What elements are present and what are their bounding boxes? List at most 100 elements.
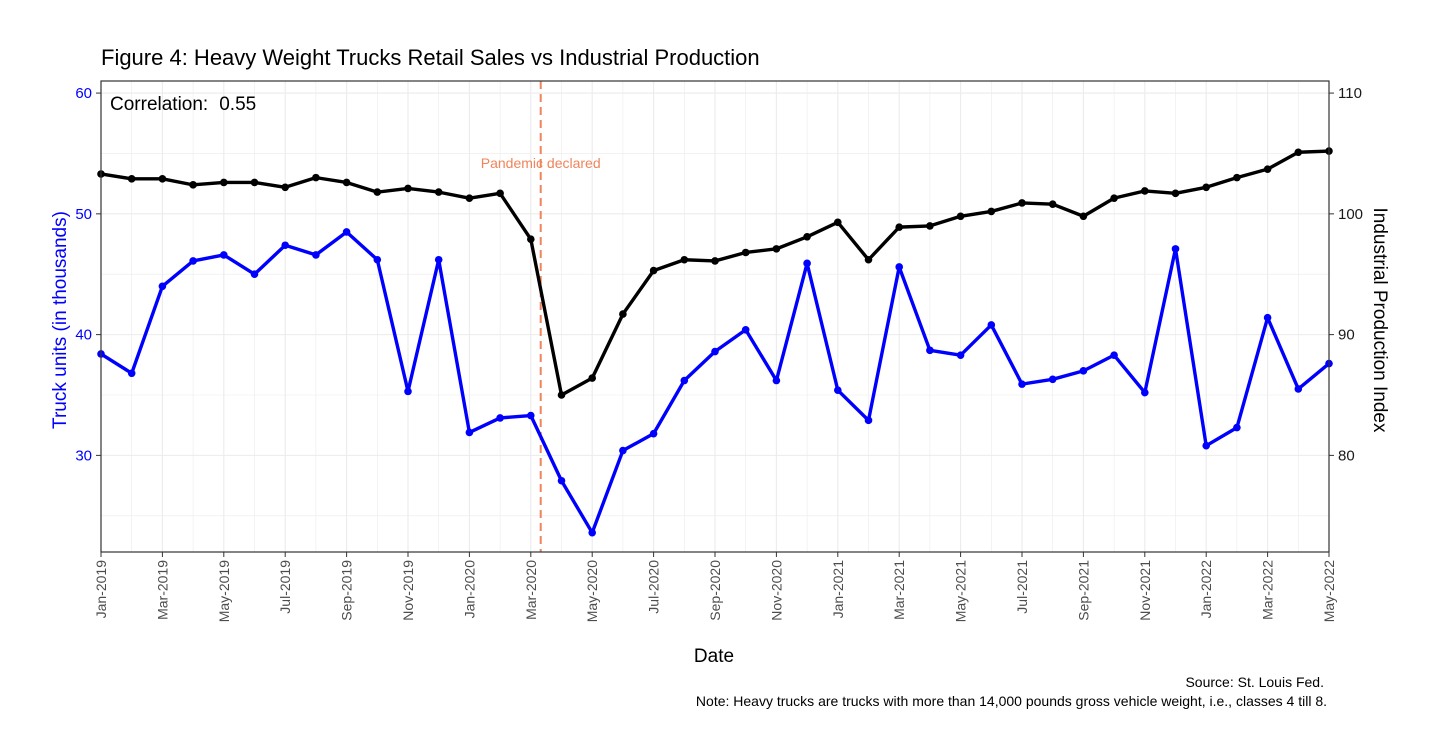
series-point-left (189, 257, 197, 265)
x-tick-label: May-2022 (1321, 560, 1337, 622)
x-tick-label: Nov-2021 (1137, 560, 1153, 621)
x-tick-label: Mar-2022 (1260, 560, 1276, 620)
series-point-left (649, 429, 658, 438)
series-point-right (649, 266, 658, 275)
y-right-tick-label: 90 (1338, 327, 1355, 344)
source-caption: Source: St. Louis Fed. (1185, 674, 1324, 690)
series-point-left (803, 259, 811, 268)
series-point-right (1018, 199, 1026, 207)
series-point-left (557, 476, 566, 485)
series-point-right (158, 175, 167, 183)
series-point-left (281, 241, 290, 250)
series-point-right (956, 212, 965, 221)
x-tick-label: Jul-2020 (646, 560, 662, 614)
series-point-right (1263, 165, 1272, 173)
series-point-right (250, 178, 259, 187)
series-point-right (373, 188, 382, 196)
series-point-right (1294, 148, 1303, 157)
x-tick-label: May-2021 (953, 560, 969, 622)
series-point-right (312, 173, 320, 182)
series-point-right (619, 310, 627, 318)
series-point-left (834, 386, 842, 394)
series-point-right (834, 218, 842, 227)
series-point-left (772, 376, 781, 385)
x-tick-label: May-2020 (584, 560, 600, 622)
series-point-right (1079, 212, 1088, 221)
series-point-left (1079, 367, 1088, 375)
series-point-right (1110, 194, 1118, 202)
y-right-tick-label: 110 (1338, 85, 1362, 102)
series-point-right (404, 184, 412, 193)
series-point-left (434, 255, 443, 264)
y-left-tick-label: 40 (75, 327, 92, 344)
series-point-right (496, 189, 504, 198)
correlation-annotation: Correlation: 0.55 (110, 94, 256, 115)
series-point-right (1141, 187, 1149, 195)
series-point-left (680, 376, 689, 385)
series-point-right (1171, 189, 1180, 198)
series-point-left (1048, 375, 1057, 384)
axis-ticks: Jan-2019 Mar-2019 May-2019 Jul-2019 Sep-2019… (75, 85, 1363, 622)
y-axis-left-label: Truck units (in thousands) (50, 211, 71, 429)
series-point-left (127, 369, 136, 378)
x-tick-label: Sep-2020 (707, 560, 723, 621)
series-point-left (711, 347, 719, 356)
x-axis-label: Date (694, 646, 734, 667)
series-point-left (158, 282, 167, 291)
series-point-left (342, 228, 351, 236)
series-point-left (220, 251, 228, 259)
series-point-left (619, 446, 627, 455)
chart-title: Figure 4: Heavy Weight Trucks Retail Sal… (101, 45, 760, 70)
series-point-left (895, 263, 903, 271)
y-left-tick-label: 50 (75, 206, 92, 223)
correlation-value: 0.55 (219, 94, 256, 115)
correlation-label: Correlation: (110, 94, 208, 115)
series-point-right (189, 181, 197, 189)
x-tick-label: Jan-2022 (1198, 560, 1214, 619)
x-tick-label: Jan-2021 (830, 560, 846, 619)
series-point-right (864, 255, 873, 264)
series-point-right (434, 188, 443, 196)
y-right-tick-label: 100 (1338, 206, 1363, 223)
x-tick-label: Mar-2019 (154, 560, 170, 620)
y-left-tick-label: 30 (75, 447, 92, 464)
series-point-left (1202, 441, 1210, 450)
series-point-right (127, 175, 136, 183)
series-point-left (956, 351, 965, 359)
series-point-right (987, 207, 996, 216)
pandemic-marker: Pandemic declared (481, 81, 601, 552)
x-tick-label: Nov-2019 (400, 560, 416, 621)
x-tick-label: Sep-2021 (1075, 560, 1091, 621)
series-point-right (895, 223, 903, 231)
series-point-left (1110, 351, 1118, 359)
series-point-left (527, 411, 535, 420)
series-point-left (741, 325, 750, 334)
series-point-right (1202, 183, 1210, 192)
series-point-right (465, 194, 474, 202)
series-points (97, 147, 1333, 537)
series-point-left (1263, 313, 1272, 322)
series-point-left (588, 528, 596, 537)
series-point-left (1233, 423, 1241, 432)
x-tick-label: May-2019 (216, 560, 232, 622)
series-point-right (342, 178, 351, 187)
series-point-left (1018, 380, 1026, 388)
x-tick-label: Jul-2021 (1014, 560, 1030, 614)
x-tick-label: Mar-2020 (523, 560, 539, 620)
y-axis-right-label: Industrial Production Index (1369, 208, 1390, 433)
series-point-left (404, 387, 412, 396)
gridlines (100, 81, 1330, 552)
series-point-right (803, 232, 811, 241)
series-point-right (220, 178, 228, 187)
pandemic-label: Pandemic declared (481, 155, 601, 171)
series-point-left (312, 251, 320, 259)
series-point-left (864, 416, 873, 425)
series-point-left (926, 346, 934, 355)
series-point-left (1294, 385, 1303, 393)
x-tick-label: Mar-2021 (891, 560, 907, 620)
y-right-tick-label: 80 (1338, 447, 1355, 464)
series-point-right (1048, 200, 1057, 208)
y-left-tick-label: 60 (75, 85, 92, 102)
x-tick-label: Jan-2020 (461, 560, 477, 619)
x-tick-label: Nov-2020 (768, 560, 784, 621)
